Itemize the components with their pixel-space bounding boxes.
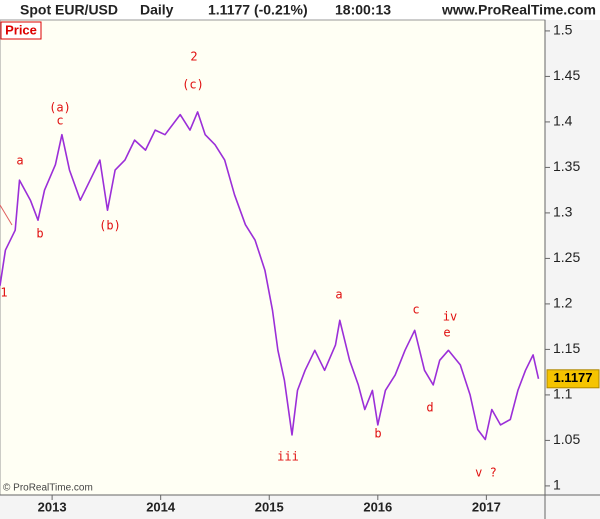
- x-tick-label: 2014: [146, 499, 176, 514]
- price-line: [0, 111, 540, 441]
- y-tick-label: 1.1: [553, 386, 573, 402]
- y-tick-label: 1.35: [553, 158, 580, 174]
- wave-label: iv: [443, 310, 457, 324]
- copyright: © ProRealTime.com: [3, 483, 93, 494]
- wave-label: 1: [0, 286, 7, 300]
- y-tick-label: 1.25: [553, 249, 580, 265]
- wave-label: (c): [182, 78, 204, 92]
- y-axis-area: [545, 20, 600, 495]
- x-tick-label: 2015: [255, 499, 284, 514]
- legend-label: Price: [5, 22, 37, 37]
- wave-label: b: [36, 227, 43, 241]
- legend-box: [0, 21, 42, 40]
- wave-label: e: [443, 326, 450, 340]
- time: 18:00:13: [335, 2, 391, 18]
- x-axis-area: [0, 495, 600, 519]
- wave-label: 2: [190, 50, 197, 64]
- wave-label: c: [56, 114, 63, 128]
- last-value-label: 1.1177: [553, 370, 592, 385]
- website: www.ProRealTime.com: [441, 2, 596, 18]
- trend-line: [0, 204, 13, 226]
- wave-label: (a): [49, 101, 71, 115]
- x-tick-label: 2016: [363, 499, 392, 514]
- y-tick-label: 1.15: [553, 340, 580, 356]
- y-tick-label: 1: [553, 477, 561, 493]
- y-tick-label: 1.2: [553, 295, 573, 311]
- y-tick-label: 1.3: [553, 204, 573, 220]
- wave-label: b: [374, 427, 381, 441]
- wave-label: a: [16, 154, 23, 168]
- x-tick-label: 2013: [38, 499, 67, 514]
- plot-area: [0, 19, 546, 496]
- y-tick-label: 1.45: [553, 67, 580, 83]
- symbol: Spot EUR/USD: [20, 2, 118, 18]
- wave-label: a: [335, 288, 342, 302]
- last-price: 1.1177 (-0.21%): [208, 2, 308, 18]
- wave-label: (b): [99, 219, 121, 233]
- x-tick-label: 2017: [472, 499, 501, 514]
- y-tick-label: 1.5: [553, 22, 573, 38]
- y-tick-label: 1.05: [553, 431, 580, 447]
- wave-label: c: [412, 303, 419, 317]
- wave-label: d: [426, 401, 433, 415]
- wave-label: v ?: [475, 466, 497, 480]
- y-tick-label: 1.4: [553, 113, 573, 129]
- last-value-box: [546, 369, 600, 389]
- period: Daily: [140, 2, 174, 18]
- wave-label: iii: [277, 450, 299, 464]
